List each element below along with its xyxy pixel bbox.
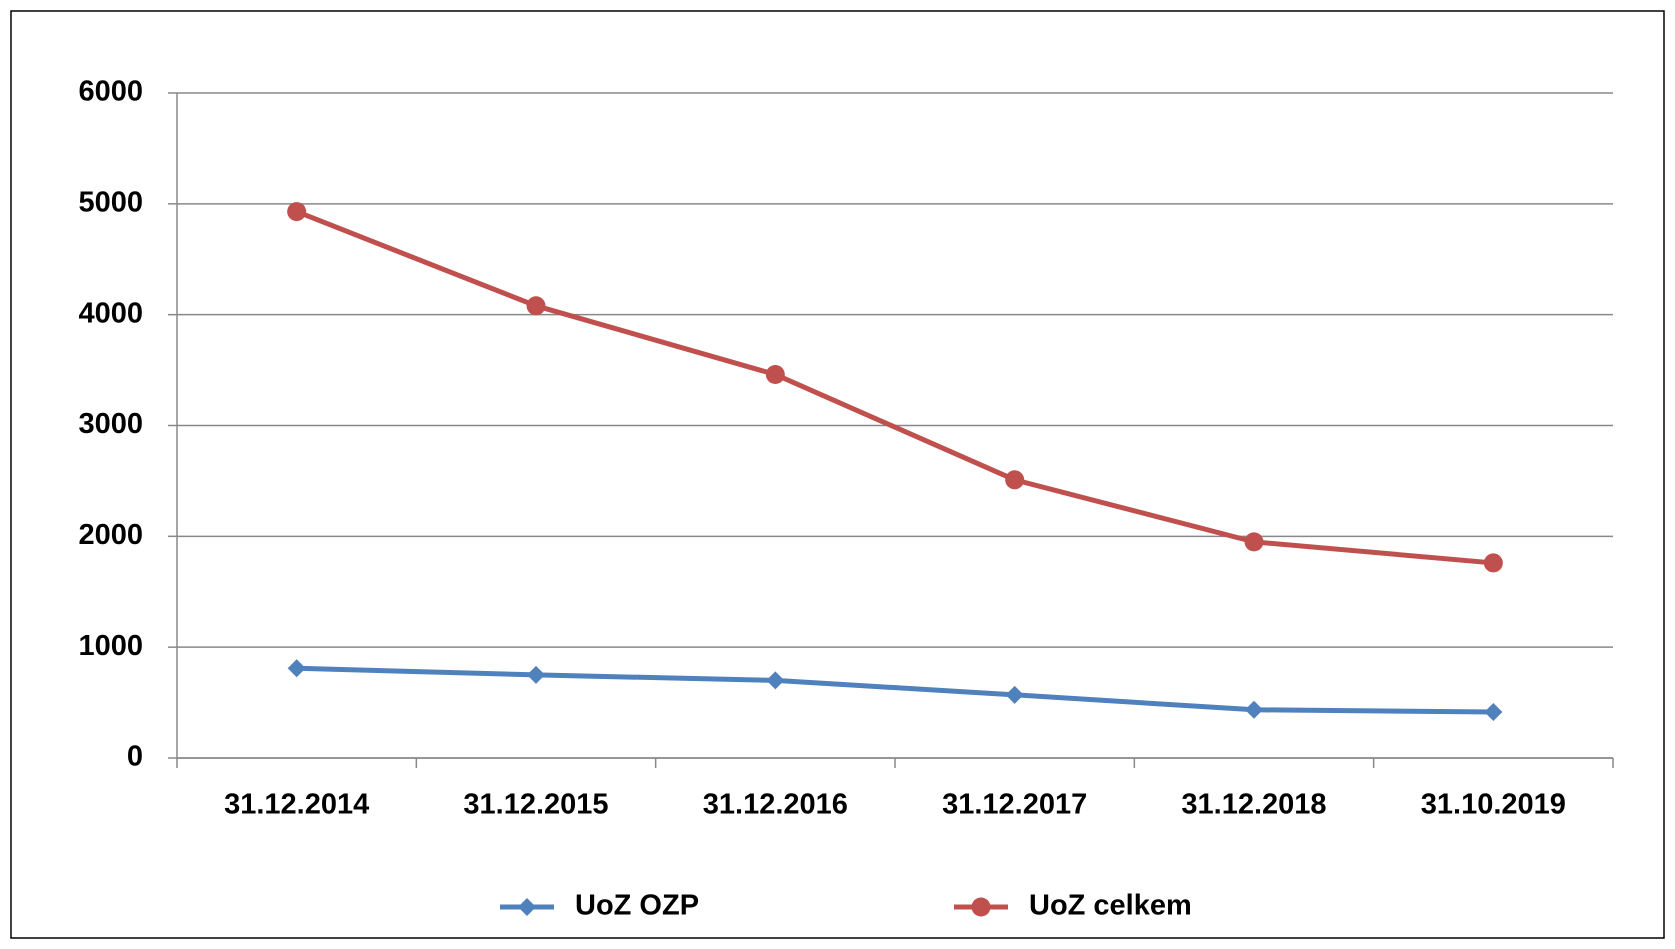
legend-marker [518, 898, 536, 916]
x-tick-label: 31.12.2015 [463, 789, 608, 821]
y-tick-label: 4000 [78, 297, 143, 329]
data-point [1245, 700, 1263, 719]
legend-label: UoZ OZP [575, 890, 699, 922]
y-tick-label: 6000 [78, 76, 143, 108]
legend-label: UoZ celkem [1029, 890, 1192, 922]
x-tick-label: 31.12.2016 [703, 789, 848, 821]
data-point [1484, 703, 1503, 722]
data-point [1005, 685, 1024, 704]
y-tick-label: 2000 [78, 519, 143, 551]
data-point [1483, 553, 1503, 573]
x-tick-label: 31.12.2017 [942, 789, 1087, 821]
data-point [1005, 470, 1025, 490]
data-point [766, 671, 785, 690]
y-tick-label: 3000 [78, 408, 143, 440]
y-tick-label: 0 [127, 741, 143, 773]
data-point [526, 296, 546, 316]
y-tick-label: 5000 [78, 186, 143, 218]
series-line [296, 665, 1494, 715]
x-tick-label: 31.10.2019 [1421, 789, 1566, 821]
data-point [1244, 532, 1264, 552]
x-tick-label: 31.12.2014 [224, 789, 369, 821]
data-point [527, 665, 545, 684]
legend-marker [971, 897, 991, 917]
data-point [765, 365, 785, 385]
x-tick-label: 31.12.2018 [1181, 789, 1326, 821]
y-tick-label: 1000 [78, 630, 143, 662]
data-point [287, 202, 307, 222]
data-point [287, 659, 306, 678]
series-line [295, 209, 1494, 566]
chart-border [10, 10, 1665, 939]
